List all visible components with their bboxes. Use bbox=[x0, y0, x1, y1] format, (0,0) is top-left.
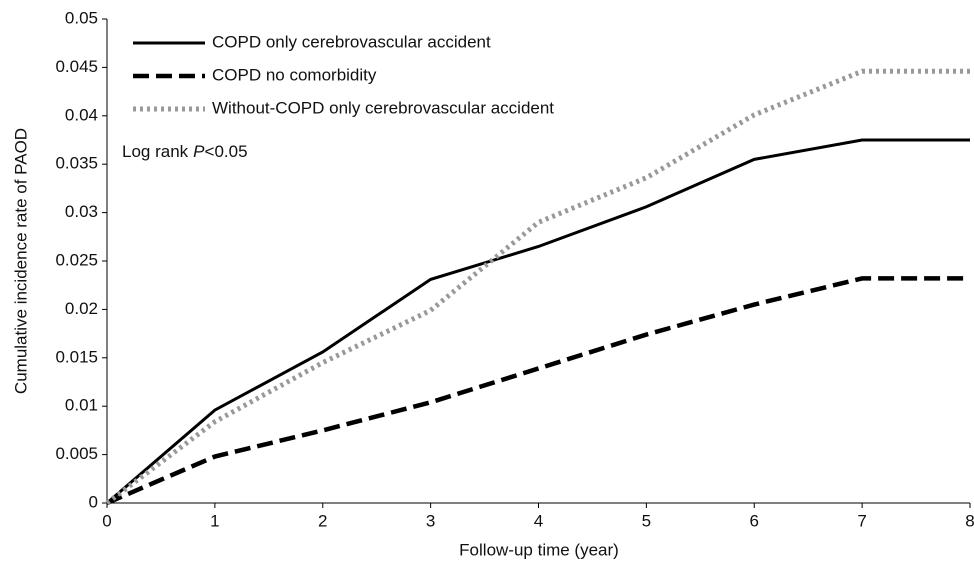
y-tick-label: 0.05 bbox=[65, 8, 98, 27]
y-tick-label: 0.025 bbox=[55, 250, 98, 269]
x-tick-label: 1 bbox=[210, 511, 219, 530]
x-tick-label: 5 bbox=[642, 511, 651, 530]
x-tick-label: 3 bbox=[426, 511, 435, 530]
y-tick-label: 0.045 bbox=[55, 57, 98, 76]
annotation-text: <0.05 bbox=[205, 142, 248, 161]
series-line bbox=[106, 138, 970, 505]
series-line bbox=[106, 276, 970, 506]
annotation: Log rank P<0.05 bbox=[122, 142, 248, 161]
x-axis-label: Follow-up time (year) bbox=[459, 540, 619, 559]
y-tick-label: 0.03 bbox=[65, 202, 98, 221]
y-tick-label: 0.01 bbox=[65, 396, 98, 415]
x-tick-label: 0 bbox=[102, 511, 111, 530]
legend-label: COPD no comorbidity bbox=[212, 65, 377, 84]
x-tick-label: 6 bbox=[750, 511, 759, 530]
y-tick-label: 0 bbox=[89, 492, 98, 511]
y-tick-label: 0.04 bbox=[65, 105, 98, 124]
annotation-text: Log rank bbox=[122, 142, 189, 161]
annotation-italic: P bbox=[193, 142, 205, 161]
y-tick-label: 0.035 bbox=[55, 154, 98, 173]
y-tick-label: 0.015 bbox=[55, 347, 98, 366]
x-tick-label: 4 bbox=[534, 511, 543, 530]
series-line bbox=[105, 68, 970, 505]
legend-label: Without-COPD only cerebrovascular accide… bbox=[212, 98, 554, 117]
x-tick-label: 8 bbox=[965, 511, 974, 530]
y-axis-label: Cumulative incidence rate of PAOD bbox=[11, 128, 30, 394]
x-tick-label: 2 bbox=[318, 511, 327, 530]
legend-label: COPD only cerebrovascular accident bbox=[212, 32, 491, 51]
x-tick-label: 7 bbox=[857, 511, 866, 530]
y-tick-label: 0.005 bbox=[55, 444, 98, 463]
y-tick-label: 0.02 bbox=[65, 299, 98, 318]
